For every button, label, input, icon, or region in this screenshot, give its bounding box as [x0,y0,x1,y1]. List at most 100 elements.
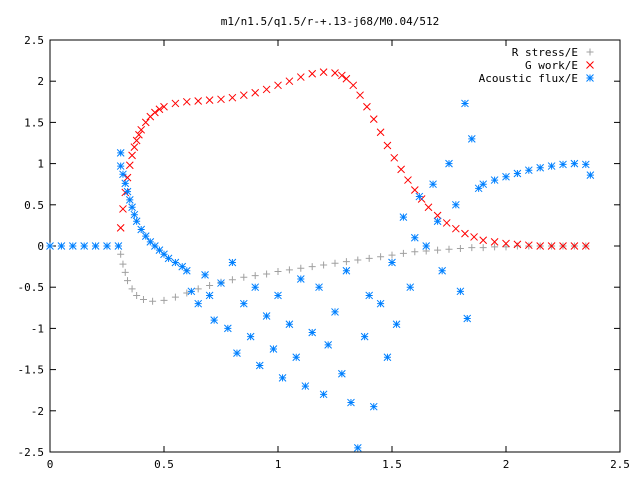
plot-area [46,68,595,452]
data-point [308,69,317,78]
x-tick-label: 1.5 [382,458,402,471]
data-point [479,244,487,252]
data-point [274,268,282,276]
data-point [513,240,522,249]
data-point [442,219,451,227]
data-point [292,353,301,362]
data-point [274,81,282,90]
data-point [410,186,419,194]
data-point [397,165,405,174]
data-point [491,243,499,251]
data-point [296,275,305,283]
data-point [390,153,399,162]
data-point [228,276,236,284]
data-point [251,88,260,97]
data-point [278,373,287,382]
data-point [68,242,77,250]
data-point [269,345,278,353]
data-point [456,244,464,252]
data-point [388,251,396,259]
data-point [274,291,282,300]
data-point [117,250,125,258]
data-point [114,242,123,250]
data-point [263,270,271,278]
chart-title: m1/n1.5/q1.5/r-+.13-j68/M0.04/512 [221,15,440,28]
data-point [342,266,351,275]
data-point [467,135,476,143]
data-point [433,217,442,226]
data-point [228,93,237,102]
data-point [490,238,499,246]
data-point [128,285,136,293]
data-point [536,163,545,172]
data-point [285,320,294,329]
data-point [324,341,333,349]
series-1 [117,242,590,305]
data-point [319,390,328,399]
data-point [130,143,139,151]
y-tick-label: -2.5 [18,446,45,459]
data-point [363,102,371,111]
data-point [57,242,66,250]
data-point [301,382,310,390]
y-tick-label: -2 [31,405,44,418]
data-point [461,99,469,108]
data-point [479,180,488,189]
data-point [205,96,214,105]
data-point [128,151,136,160]
data-point [116,149,125,157]
data-point [451,224,460,233]
legend-marker [586,74,594,82]
data-point [125,196,134,204]
data-point [399,213,408,222]
data-point [116,224,125,232]
data-point [125,161,134,170]
x-tick-label: 0 [47,458,54,471]
data-point [210,316,219,325]
data-point [262,85,271,94]
data-point [429,180,437,189]
data-point [233,349,241,357]
data-point [205,291,214,300]
data-point [525,242,533,250]
data-point [513,242,521,250]
data-point [262,312,271,320]
data-point [399,249,407,257]
x-tick-label: 0.5 [154,458,174,471]
data-point [376,128,385,137]
data-point [342,74,351,83]
axes [49,39,621,453]
data-point [559,242,567,250]
data-point [349,81,358,90]
data-point [536,242,545,250]
data-point [383,353,392,362]
data-point [132,217,141,226]
data-point [354,256,362,264]
data-point [319,68,328,76]
data-point [182,266,191,275]
data-point [502,239,510,248]
data-point [240,273,248,281]
data-point [137,225,146,234]
data-point [468,244,476,252]
data-point [223,324,232,333]
data-point [308,328,317,337]
y-tick-label: 1 [37,158,44,171]
tick-group: 0 0.5 1 1.5 2 2.5 -2.5 -2 -1.5 -1 -0.5 0 0.5 1 1.5 2 2.5 [18,34,630,471]
data-point [445,245,453,253]
data-point [149,297,157,305]
data-point [388,258,396,267]
data-point [353,444,362,452]
data-point [434,246,442,254]
legend-label: G work/E [525,59,578,72]
data-point [228,258,237,267]
data-point [217,95,225,104]
data-point [547,162,556,170]
data-point [547,242,556,250]
data-point [246,332,255,341]
data-point [392,320,401,329]
data-point [474,184,483,193]
data-point [479,236,488,245]
data-point [451,200,460,209]
